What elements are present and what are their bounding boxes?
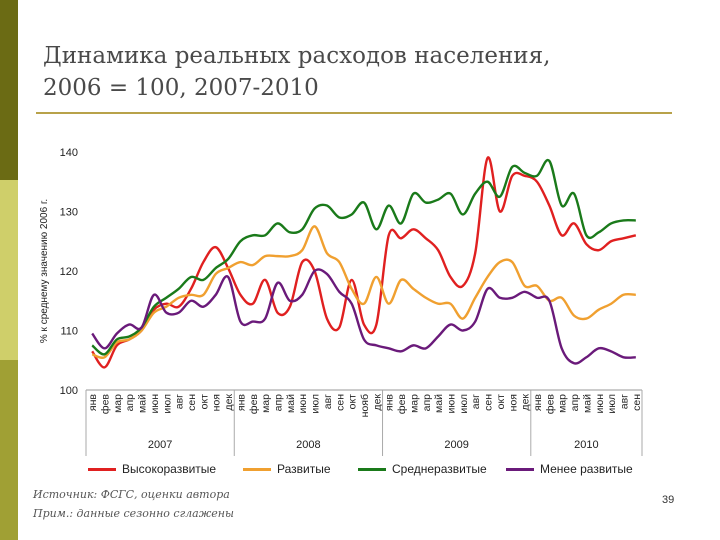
x-tick-label: дек [520,394,532,411]
series-line-1 [91,156,637,369]
x-tick-label: янв [532,394,544,411]
x-tick-label: июл [310,394,322,414]
page-number: 39 [662,494,675,506]
legend-item-3: Среднеразвитые [358,462,487,476]
decor-bar-top [0,0,18,180]
y-tick-label: 100 [60,385,78,397]
x-tick-label: мар [557,394,569,413]
x-tick-label: апр [569,394,581,412]
year-label: 2008 [296,439,320,451]
x-tick-label: май [285,394,297,413]
x-tick-label: авг [174,394,186,409]
x-tick-label: май [137,394,149,413]
line-chart: % к среднему значению 2006 г. 100 110 120 13… [39,147,643,456]
slide-title-line2: 2006 = 100, 2007-2010 [43,75,319,101]
x-tick-label: апр [124,394,136,412]
x-tick-label: янв [235,394,247,411]
x-tick-label: сен [483,394,495,411]
y-tick-label: 110 [60,326,78,338]
decor-bar-bottom [0,360,18,540]
x-tick-label: авг [618,394,630,409]
x-tick-label: нояб [359,394,371,417]
x-tick-label: дек [223,394,235,411]
year-label: 2010 [574,439,598,451]
legend-item-1: Высокоразвитые [88,462,216,476]
data-note: Прим.: данные сезонно сглажены [33,507,234,520]
x-tick-label: авг [322,394,334,409]
slide-title-line1: Динамика реальных расходов населения, [43,43,551,69]
x-tick-label: июн [149,394,161,414]
x-tick-label: июл [606,394,618,414]
x-tick-label: фев [396,394,408,414]
legend-label: Высокоразвитые [122,462,217,476]
x-tick-label: май [581,394,593,413]
legend-swatch [358,467,386,471]
y-axis-label: % к среднему значению 2006 г. [39,199,50,343]
y-tick-label: 120 [60,266,78,278]
legend-item-4: Менее развитые [506,462,633,476]
x-tick-label: янв [87,394,99,411]
x-tick-label: сен [631,394,643,411]
x-tick-label: фев [248,394,260,414]
x-tick-label: янв [384,394,396,411]
x-tick-label: июл [458,394,470,414]
x-tick-label: дек [371,394,383,411]
x-tick-label: июл [161,394,173,414]
legend-item-2: Развитые [243,462,331,476]
legend-swatch [506,467,534,471]
x-tick-label: ноя [211,394,223,411]
x-tick-label: сен [186,394,198,411]
x-tick-label: апр [273,394,285,412]
series-line-4 [91,268,636,365]
slide-title: Динамика реальных расходов населения, 20… [43,40,683,104]
year-label: 2007 [148,439,172,451]
x-tick-label: мар [112,394,124,413]
legend-swatch [88,467,116,471]
x-tick-label: июн [594,394,606,414]
title-divider [36,112,672,114]
x-tick-label: фев [544,394,556,414]
series-line-3 [91,158,636,356]
x-tick-label: ноя [507,394,519,411]
x-tick-label: май [433,394,445,413]
x-tick-label: окт [198,394,210,410]
decor-bar-middle [0,180,18,360]
x-tick-label: июн [297,394,309,414]
x-tick-label: окт [495,394,507,410]
legend-label: Среднеразвитые [392,462,487,476]
legend-swatch [243,467,271,471]
x-tick-label: фев [100,394,112,414]
legend-label: Развитые [277,462,331,476]
x-tick-label: мар [260,394,272,413]
x-tick-label: июн [445,394,457,414]
legend-label: Менее развитые [540,462,633,476]
y-tick-label: 130 [60,207,78,219]
x-tick-label: сен [334,394,346,411]
year-label: 2009 [444,439,468,451]
x-tick-label: апр [421,394,433,412]
x-tick-label: авг [470,394,482,409]
x-tick-label: окт [347,394,359,410]
y-tick-label: 140 [60,147,78,159]
x-tick-label: мар [408,394,420,413]
source-note: Источник: ФСГС, оценки автора [33,488,230,501]
